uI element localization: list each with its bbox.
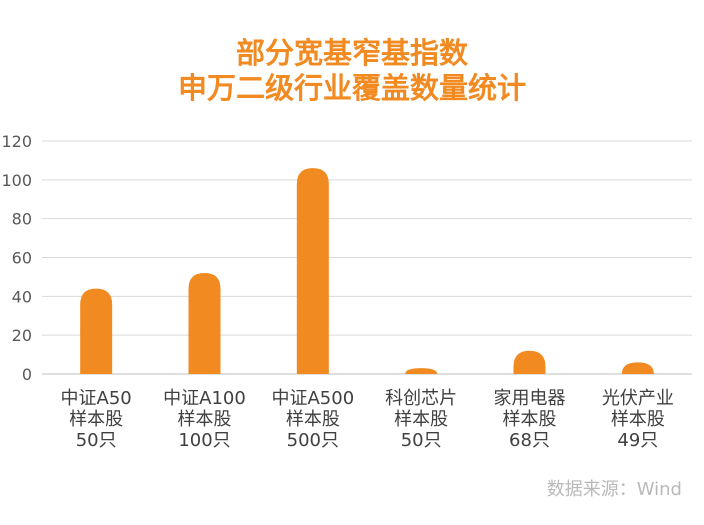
y-tick-label: 20 [12, 326, 32, 345]
x-category-label: 中证A100 [163, 388, 246, 409]
bar-5 [621, 362, 654, 374]
bar-3 [405, 368, 438, 374]
chart-title-line-2: 申万二级行业覆盖数量统计 [177, 71, 526, 105]
y-tick-label: 0 [22, 365, 32, 384]
x-category-label: 家用电器 [494, 388, 566, 409]
x-category-label: 样本股 [394, 409, 448, 430]
y-tick-label: 40 [12, 287, 32, 306]
x-category-label: 中证A50 [61, 388, 132, 409]
bar-2 [296, 168, 329, 374]
x-category-label: 100只 [178, 430, 230, 451]
x-category-label: 科创芯片 [385, 388, 457, 409]
x-category-label: 中证A500 [271, 388, 354, 409]
chart-title-line-1: 部分宽基窄基指数 [235, 36, 468, 70]
y-tick-label: 100 [1, 171, 32, 190]
x-category-label: 样本股 [69, 409, 123, 430]
x-category-label: 样本股 [178, 409, 232, 430]
bar-0 [80, 288, 113, 374]
x-category-label: 49只 [617, 430, 658, 451]
y-tick-label: 80 [12, 210, 32, 229]
x-category-label: 光伏产业 [602, 388, 674, 409]
y-tick-label: 60 [12, 249, 32, 268]
x-category-label: 样本股 [503, 409, 557, 430]
x-category-label: 样本股 [611, 409, 665, 430]
x-category-label: 68只 [509, 430, 550, 451]
x-category-label: 50只 [401, 430, 442, 451]
x-category-label: 500只 [287, 430, 339, 451]
x-category-label: 样本股 [286, 409, 340, 430]
bar-4 [513, 350, 546, 374]
x-category-label: 50只 [76, 430, 117, 451]
bar-1 [188, 273, 221, 374]
data-source-note: 数据来源：Wind [546, 479, 682, 500]
y-tick-label: 120 [1, 132, 32, 151]
